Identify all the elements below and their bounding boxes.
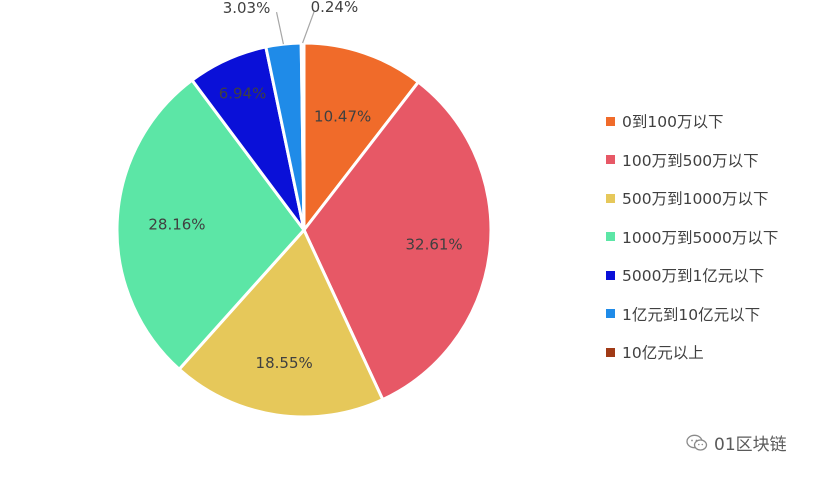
leader-line [275, 11, 285, 45]
data-label: 28.16% [148, 215, 205, 233]
chart-legend: 0到100万以下 100万到500万以下 500万到1000万以下 1000万到500… [606, 102, 778, 372]
leader-line [302, 10, 315, 44]
legend-label: 1亿元到10亿元以下 [622, 305, 761, 324]
legend-item: 1亿元到10亿元以下 [606, 295, 778, 334]
legend-swatch [606, 232, 615, 242]
legend-swatch [606, 347, 615, 357]
pie-slice [299, 41, 306, 231]
legend-item: 500万到1000万以下 [606, 179, 778, 218]
data-label: 3.03% [223, 0, 271, 17]
legend-label: 500万到1000万以下 [622, 190, 769, 209]
data-label: 32.61% [405, 236, 462, 254]
data-label: 18.55% [256, 354, 313, 372]
legend-swatch [606, 155, 615, 165]
legend-label: 5000万到1亿元以下 [622, 267, 765, 286]
legend-item: 0到100万以下 [606, 102, 778, 141]
legend-label: 0到100万以下 [622, 113, 724, 132]
legend-label: 1000万到5000万以下 [622, 228, 779, 247]
pie-slice [115, 78, 306, 372]
data-label: 10.47% [314, 108, 371, 126]
legend-item: 1000万到5000万以下 [606, 218, 778, 257]
legend-swatch [606, 309, 615, 319]
pie-slice [302, 79, 493, 402]
legend-item: 5000万到1亿元以下 [606, 256, 778, 295]
data-label: 6.94% [219, 85, 267, 103]
legend-swatch [606, 193, 615, 203]
legend-label: 100万到500万以下 [622, 151, 759, 170]
legend-item: 10亿元以上 [606, 333, 778, 372]
legend-swatch [606, 116, 615, 126]
data-label: 0.24% [311, 0, 359, 16]
watermark-text: 01区块链 [714, 435, 787, 455]
wechat-icon [686, 434, 708, 451]
watermark: 01区块链 [686, 430, 787, 455]
legend-item: 100万到500万以下 [606, 141, 778, 180]
legend-label: 10亿元以上 [622, 344, 704, 363]
pie-slice [302, 41, 421, 235]
pie-slice [177, 227, 385, 419]
legend-swatch [606, 270, 615, 280]
